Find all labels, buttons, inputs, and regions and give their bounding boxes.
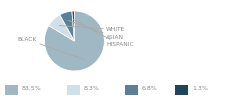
- FancyBboxPatch shape: [67, 85, 80, 94]
- Text: HISPANIC: HISPANIC: [73, 19, 133, 47]
- Text: 8.3%: 8.3%: [84, 86, 100, 92]
- FancyBboxPatch shape: [175, 85, 188, 94]
- FancyBboxPatch shape: [5, 85, 18, 94]
- Text: ASIAN: ASIAN: [68, 20, 124, 40]
- Wedge shape: [72, 11, 74, 41]
- Text: 83.5%: 83.5%: [22, 86, 41, 92]
- Wedge shape: [60, 11, 74, 41]
- Text: WHITE: WHITE: [59, 26, 125, 32]
- Wedge shape: [49, 15, 74, 41]
- Text: BLACK: BLACK: [18, 37, 85, 60]
- Text: 1.3%: 1.3%: [192, 86, 208, 92]
- Text: 6.8%: 6.8%: [142, 86, 157, 92]
- FancyBboxPatch shape: [125, 85, 138, 94]
- Wedge shape: [44, 11, 104, 71]
